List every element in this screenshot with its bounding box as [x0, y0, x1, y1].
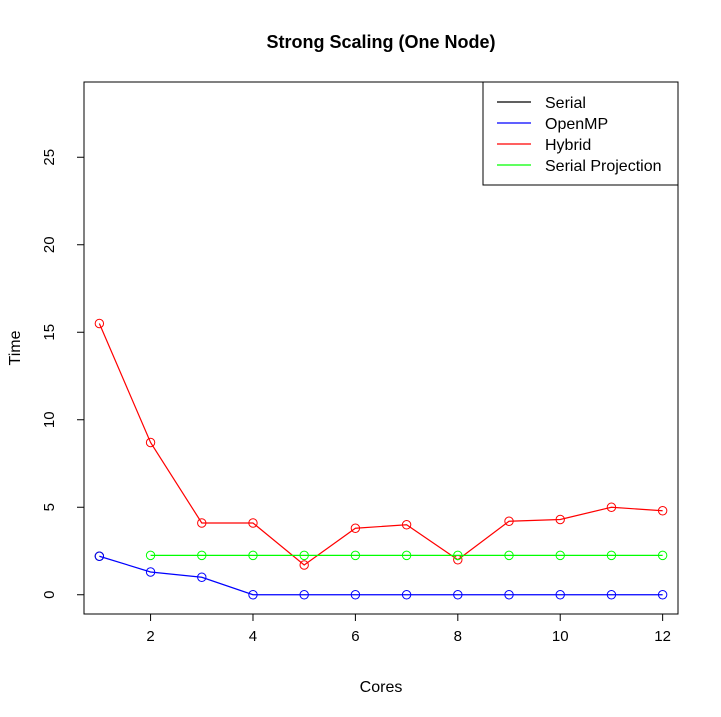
data-point-hybrid [94, 318, 105, 329]
data-point-hybrid [504, 516, 514, 526]
data-point-openmp [145, 567, 156, 577]
data-point-serial-projection [657, 550, 668, 561]
data-point-hybrid [606, 502, 617, 512]
data-point-hybrid [401, 520, 412, 530]
data-point-serial-projection [453, 550, 463, 561]
data-point-hybrid [555, 514, 565, 525]
y-tick-label: 0 [41, 591, 58, 599]
series-line-openmp [99, 555, 663, 596]
y-tick-label: 10 [41, 411, 58, 428]
legend: Serial OpenMP Hybrid Serial Projection [482, 81, 679, 186]
chart-title: Strong Scaling (One Node) [266, 32, 495, 52]
data-point-openmp [94, 551, 105, 561]
data-point-openmp [299, 590, 309, 600]
data-point-hybrid [248, 518, 258, 528]
plot-frame [83, 81, 679, 615]
data-point-serial-projection [606, 550, 617, 561]
data-point-openmp [350, 590, 361, 600]
data-point-hybrid [350, 523, 361, 533]
x-tick-label: 10 [552, 628, 569, 645]
data-point-openmp [401, 590, 412, 600]
data-point-serial-projection [504, 550, 514, 561]
data-point-openmp [606, 590, 617, 600]
data-point-hybrid [145, 437, 156, 448]
legend-label-serial: Serial [545, 95, 586, 112]
data-point-openmp [555, 590, 565, 600]
data-point-hybrid [657, 506, 668, 516]
series-line-hybrid [98, 323, 663, 566]
legend-label-openmp: OpenMP [545, 116, 608, 133]
y-tick-label: 25 [41, 149, 58, 166]
x-tick-label: 4 [249, 628, 257, 645]
x-tick-label: 12 [654, 628, 671, 645]
data-point-openmp [657, 590, 668, 600]
legend-label-serial-projection: Serial Projection [545, 158, 662, 175]
data-point-serial-projection [350, 550, 361, 561]
x-tick-label: 8 [454, 628, 462, 645]
data-point-serial-projection [248, 550, 258, 561]
x-tick-label: 6 [351, 628, 359, 645]
y-tick-label: 5 [41, 503, 58, 511]
data-point-serial-projection [299, 550, 309, 561]
data-point-hybrid [299, 560, 309, 570]
data-point-openmp [453, 590, 463, 600]
data-point-openmp [197, 572, 207, 582]
data-point-serial-projection [401, 550, 412, 561]
data-point-openmp [248, 590, 258, 600]
data-point-serial-projection [145, 550, 156, 561]
x-tick-label: 2 [146, 628, 154, 645]
data-point-openmp [504, 590, 514, 600]
legend-box [482, 81, 679, 186]
legend-label-hybrid: Hybrid [545, 137, 591, 154]
x-axis-label: Cores [360, 679, 403, 696]
y-tick-label: 20 [41, 236, 58, 253]
data-point-serial-projection [197, 550, 207, 561]
data-point-hybrid [197, 518, 207, 528]
y-tick-label: 15 [41, 324, 58, 341]
data-point-serial-projection [555, 550, 565, 561]
y-axis-label: Time [7, 330, 24, 365]
